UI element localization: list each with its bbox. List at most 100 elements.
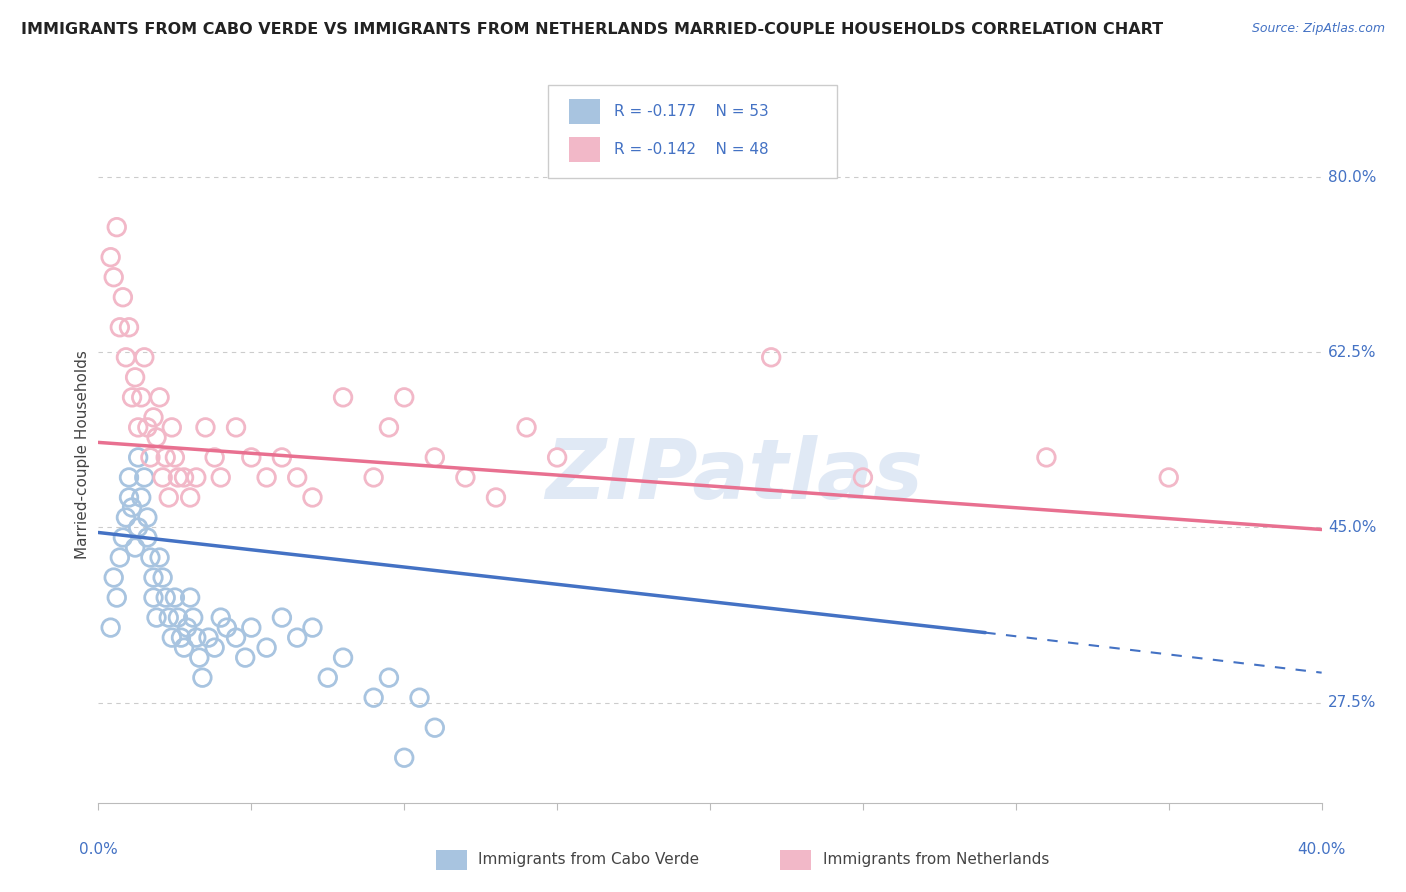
Point — [423, 450, 446, 465]
Point — [124, 370, 146, 384]
Point — [194, 420, 217, 434]
Point — [209, 610, 232, 624]
Point — [285, 631, 308, 645]
Point — [136, 420, 159, 434]
Point — [852, 470, 875, 484]
Text: R = -0.177    N = 53: R = -0.177 N = 53 — [614, 104, 769, 119]
Point — [181, 610, 204, 624]
Point — [127, 450, 149, 465]
Text: IMMIGRANTS FROM CABO VERDE VS IMMIGRANTS FROM NETHERLANDS MARRIED-COUPLE HOUSEHO: IMMIGRANTS FROM CABO VERDE VS IMMIGRANTS… — [21, 22, 1163, 37]
Point — [155, 591, 177, 605]
Point — [134, 470, 156, 484]
Point — [142, 570, 165, 584]
Point — [363, 470, 385, 484]
Text: 80.0%: 80.0% — [1327, 169, 1376, 185]
Point — [108, 320, 131, 334]
Point — [215, 621, 238, 635]
Point — [163, 591, 186, 605]
Point — [204, 450, 226, 465]
Point — [105, 220, 128, 235]
Point — [546, 450, 568, 465]
Point — [100, 250, 122, 264]
Text: 0.0%: 0.0% — [79, 842, 118, 856]
Point — [129, 390, 152, 404]
Point — [152, 570, 174, 584]
Text: ZIPatlas: ZIPatlas — [546, 435, 924, 516]
Point — [127, 420, 149, 434]
Point — [139, 450, 162, 465]
Point — [516, 420, 538, 434]
Point — [127, 520, 149, 534]
Point — [225, 631, 247, 645]
Point — [1035, 450, 1057, 465]
Point — [392, 390, 416, 404]
Point — [115, 510, 138, 524]
Point — [176, 621, 198, 635]
Point — [186, 631, 208, 645]
Point — [408, 690, 430, 705]
Point — [233, 650, 256, 665]
Point — [485, 491, 508, 505]
Point — [332, 650, 354, 665]
Point — [363, 690, 385, 705]
Point — [129, 491, 152, 505]
Point — [759, 351, 782, 365]
Point — [179, 491, 201, 505]
Point — [179, 591, 201, 605]
Point — [285, 470, 308, 484]
Text: 40.0%: 40.0% — [1298, 842, 1346, 856]
Y-axis label: Married-couple Households: Married-couple Households — [75, 351, 90, 559]
Point — [145, 610, 167, 624]
Point — [142, 591, 165, 605]
Point — [139, 550, 162, 565]
Point — [111, 290, 134, 304]
Point — [378, 420, 401, 434]
Point — [121, 390, 143, 404]
Point — [118, 491, 141, 505]
Text: Source: ZipAtlas.com: Source: ZipAtlas.com — [1251, 22, 1385, 36]
Point — [118, 470, 141, 484]
Point — [301, 491, 323, 505]
Point — [142, 410, 165, 425]
Point — [160, 420, 183, 434]
Point — [103, 270, 125, 285]
Text: Immigrants from Netherlands: Immigrants from Netherlands — [823, 853, 1049, 867]
Point — [209, 470, 232, 484]
Text: Immigrants from Cabo Verde: Immigrants from Cabo Verde — [478, 853, 699, 867]
Point — [270, 450, 292, 465]
Point — [240, 621, 263, 635]
Point — [105, 591, 128, 605]
Point — [316, 671, 339, 685]
Point — [378, 671, 401, 685]
Point — [392, 750, 416, 764]
Point — [270, 610, 292, 624]
Point — [157, 610, 180, 624]
Point — [103, 570, 125, 584]
Text: 45.0%: 45.0% — [1327, 520, 1376, 535]
Point — [111, 531, 134, 545]
Point — [204, 640, 226, 655]
Point — [136, 531, 159, 545]
Point — [108, 550, 131, 565]
Point — [188, 650, 211, 665]
Point — [145, 430, 167, 444]
Point — [155, 450, 177, 465]
Point — [167, 610, 190, 624]
Point — [124, 541, 146, 555]
Point — [163, 450, 186, 465]
Point — [157, 491, 180, 505]
Point — [134, 351, 156, 365]
Point — [118, 320, 141, 334]
Point — [197, 631, 219, 645]
Text: 62.5%: 62.5% — [1327, 345, 1376, 359]
Point — [149, 550, 172, 565]
Point — [332, 390, 354, 404]
Point — [225, 420, 247, 434]
Point — [136, 510, 159, 524]
Point — [240, 450, 263, 465]
Text: R = -0.142    N = 48: R = -0.142 N = 48 — [614, 143, 769, 157]
Point — [160, 631, 183, 645]
Point — [191, 671, 214, 685]
Point — [115, 351, 138, 365]
Point — [256, 470, 278, 484]
